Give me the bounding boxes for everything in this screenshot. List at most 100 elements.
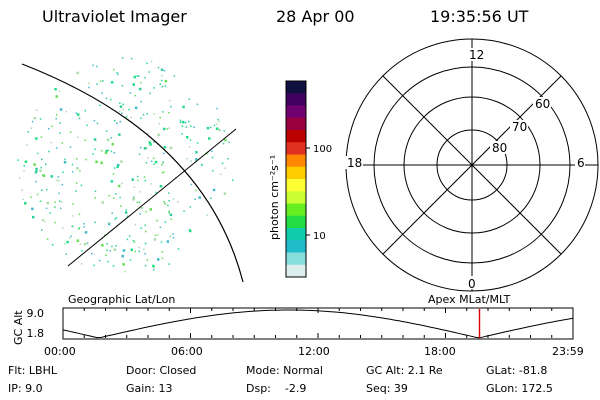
uv-dot	[86, 242, 89, 244]
uv-dot	[215, 127, 219, 130]
uv-dot	[186, 157, 188, 160]
uv-dot	[113, 68, 115, 71]
uv-dot	[136, 175, 139, 178]
uv-dot	[76, 113, 80, 116]
uv-dot	[161, 257, 164, 260]
uv-dot	[94, 190, 97, 193]
geographic-image-panel	[17, 57, 244, 283]
uv-dot	[217, 118, 219, 121]
uv-dot	[125, 209, 127, 211]
uv-dot	[161, 164, 163, 166]
info-seq: Seq: 39	[366, 382, 408, 395]
uv-dot	[46, 201, 50, 205]
uv-dot	[55, 113, 58, 116]
uv-dot	[70, 235, 72, 237]
uv-dot	[130, 57, 133, 60]
uv-dot	[129, 92, 132, 94]
meridian-line	[67, 128, 237, 267]
time-label-0600: 06:00	[171, 345, 203, 358]
uv-dot	[112, 265, 115, 267]
uv-dot	[41, 189, 43, 191]
uv-dot	[163, 152, 165, 155]
uv-dot	[153, 269, 155, 271]
uv-dot	[110, 81, 114, 84]
uv-dot	[118, 133, 121, 136]
uv-dot	[150, 160, 153, 162]
uv-dot	[168, 200, 170, 202]
uv-dot	[101, 201, 104, 204]
colorbar: 100 10 photon cm⁻²s⁻¹	[268, 80, 332, 278]
uv-dot	[91, 253, 93, 255]
mlat-label-60: 60	[535, 97, 550, 111]
uv-dot	[144, 76, 146, 79]
uv-dot	[78, 117, 81, 120]
uv-dot	[36, 152, 39, 155]
uv-dot	[163, 171, 165, 173]
uv-dot	[68, 237, 71, 239]
uv-dot	[150, 183, 153, 185]
uv-dot	[157, 66, 160, 69]
uv-dot	[30, 196, 32, 198]
mlt-label-6: 6	[577, 156, 585, 170]
uv-dot	[26, 144, 28, 146]
uv-dot	[186, 136, 189, 139]
uv-dot	[156, 219, 158, 222]
uv-dot	[33, 163, 36, 166]
uv-dot	[149, 92, 151, 95]
colorbar-cell	[286, 142, 306, 155]
uv-dot	[212, 188, 216, 192]
uv-dot	[122, 249, 126, 252]
uv-dot	[134, 223, 137, 226]
timeline-ylabel: GC Alt	[12, 310, 25, 345]
uv-dot	[136, 201, 138, 203]
uv-dot	[105, 254, 107, 256]
uv-dot	[144, 224, 146, 227]
uv-dot	[196, 142, 199, 144]
uv-dot	[24, 202, 27, 205]
uv-dot	[155, 191, 157, 194]
uv-dot	[105, 149, 108, 153]
uv-dot	[157, 258, 160, 261]
uv-dot	[100, 80, 102, 83]
uv-dot	[50, 175, 53, 178]
uv-dot	[140, 206, 144, 210]
uv-dot	[163, 202, 167, 205]
colorbar-cell	[286, 215, 306, 229]
uv-dot	[119, 120, 122, 123]
uv-dot	[80, 184, 83, 187]
uv-dot	[161, 251, 164, 253]
uv-dot	[76, 158, 78, 160]
uv-dot	[219, 173, 222, 176]
uv-dot	[162, 127, 166, 131]
uv-dot	[41, 229, 43, 231]
uv-dot	[159, 226, 162, 228]
uv-dot	[32, 215, 35, 219]
uv-dot	[140, 100, 142, 103]
uv-dot	[136, 75, 138, 77]
uv-dot	[138, 87, 142, 91]
uv-dot	[121, 85, 124, 87]
uv-dot	[168, 263, 170, 265]
uv-dot	[211, 156, 214, 159]
uv-dot	[58, 192, 60, 195]
uv-dot	[107, 149, 110, 152]
uv-dot	[124, 211, 128, 214]
uv-dot	[61, 201, 63, 203]
uv-dot	[130, 116, 133, 119]
uv-dot	[160, 241, 163, 243]
uv-dot	[84, 139, 86, 142]
uv-dot	[140, 81, 142, 84]
uv-dot	[145, 210, 148, 213]
uv-dot	[221, 162, 224, 165]
uv-dot	[113, 119, 116, 122]
uv-dot	[39, 200, 42, 203]
uv-dot	[17, 159, 19, 161]
uv-dot	[159, 83, 161, 85]
uv-dot	[95, 160, 98, 163]
uv-dot	[75, 182, 78, 184]
uv-dot	[49, 212, 51, 214]
uv-dot	[66, 240, 69, 244]
time-label-0000: 00:00	[44, 345, 76, 358]
uv-dot	[55, 147, 58, 149]
uv-dot	[153, 87, 155, 89]
